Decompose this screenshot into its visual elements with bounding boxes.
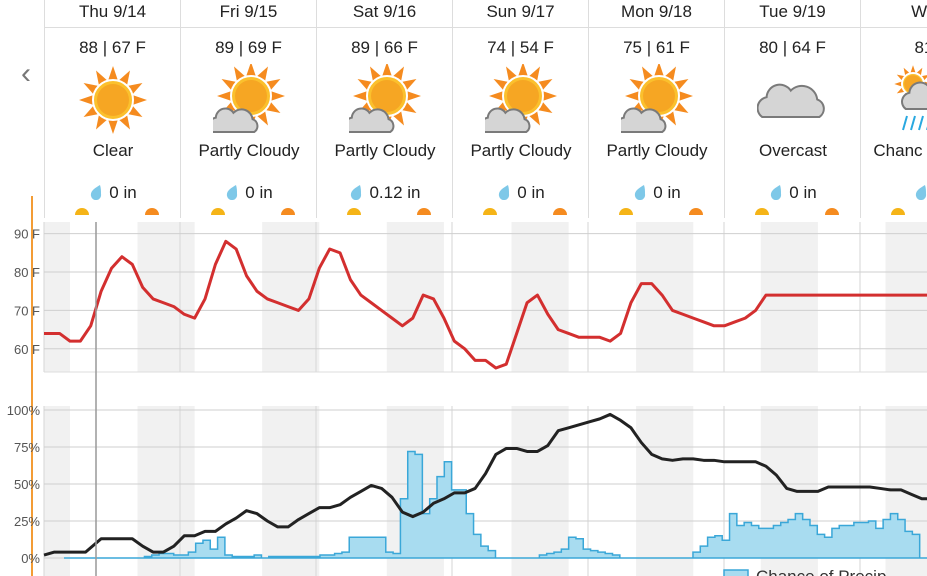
day-card[interactable]: Wed 81 | Chanc Thunde 0: [860, 0, 927, 218]
legend-label: Chance of Precip: [756, 567, 886, 576]
day-label: Sun 9/17: [453, 0, 588, 28]
thunderstorm-icon: [893, 64, 927, 136]
raindrop-icon: [914, 184, 927, 201]
partly-cloudy-icon: [480, 62, 557, 136]
raindrop-icon: [225, 184, 239, 201]
raindrop-icon: [497, 184, 511, 201]
sunrise-icon: [891, 208, 905, 215]
night-band: [44, 222, 70, 372]
sunrise-icon: [211, 208, 225, 215]
precip-amount: 0 in: [725, 183, 861, 203]
condition-label: Overcast: [758, 141, 828, 160]
y-tick-label: 70 F: [14, 303, 40, 318]
partly-cloudy-icon: [208, 62, 285, 136]
sunrise-icon: [619, 208, 633, 215]
y-tick-label: 25%: [14, 514, 40, 529]
condition-label: Partly Cloudy: [334, 141, 436, 160]
temperature-line: [44, 239, 927, 370]
night-band: [636, 406, 694, 576]
sunset-icon: [281, 208, 295, 215]
night-band: [137, 222, 195, 372]
high-low-temps: 89 | 66 F: [351, 38, 418, 57]
current-time-marker: [31, 196, 33, 576]
night-band: [885, 222, 927, 372]
precip-value: 0 in: [245, 183, 273, 202]
sunset-icon: [825, 208, 839, 215]
precip-amount: 0 in: [45, 183, 181, 203]
precip-value: 0 in: [109, 183, 137, 202]
hourly-charts: 90 F 80 F 70 F 60 F 100% 75% 50% 25% 0% Chance of…: [7, 222, 927, 576]
night-band: [262, 406, 320, 576]
sunrise-icon: [755, 208, 769, 215]
day-label: Thu 9/14: [45, 0, 180, 28]
night-band: [511, 406, 569, 576]
day-card[interactable]: Tue 9/19 80 | 64 F Overcast 0 in: [724, 0, 860, 218]
daily-forecast-strip: Thu 9/14 88 | 67 F Clear 0 in Fri 9/15 8…: [44, 0, 927, 218]
high-low-temps: 81 |: [914, 38, 927, 57]
day-label: Sat 9/16: [317, 0, 452, 28]
y-tick-label: 80 F: [14, 265, 40, 280]
condition-label: Partly Cloudy: [198, 141, 300, 160]
raindrop-icon: [769, 184, 783, 201]
high-low-temps: 88 | 67 F: [79, 38, 146, 57]
precip-amount: 0 in: [453, 183, 589, 203]
high-low-temps: 74 | 54 F: [487, 38, 554, 57]
sunset-icon: [145, 208, 159, 215]
day-card[interactable]: Sat 9/16 89 | 66 F Partly Cloudy 0.12 in: [316, 0, 452, 218]
precip-value: 0 in: [517, 183, 545, 202]
condition-label: Partly Cloudy: [470, 141, 572, 160]
night-band: [760, 222, 818, 372]
raindrop-icon: [633, 184, 647, 201]
sun-icon: [77, 64, 149, 136]
day-label: Tue 9/19: [725, 0, 860, 28]
sunset-icon: [553, 208, 567, 215]
day-card[interactable]: Sun 9/17 74 | 54 F Partly Cloudy 0 in: [452, 0, 588, 218]
day-card[interactable]: Thu 9/14 88 | 67 F Clear 0 in: [44, 0, 180, 218]
y-tick-label: 60 F: [14, 342, 40, 357]
day-label: Fri 9/15: [181, 0, 316, 28]
night-band: [386, 222, 444, 372]
precip-amount: 0: [861, 183, 927, 203]
sunrise-icon: [483, 208, 497, 215]
condition-label: Clear: [92, 141, 134, 160]
precip-value: 0 in: [653, 183, 681, 202]
day-card[interactable]: Fri 9/15 89 | 69 F Partly Cloudy 0 in: [180, 0, 316, 218]
precip-amount: 0 in: [589, 183, 725, 203]
legend-swatch: [723, 569, 749, 576]
y-tick-label: 100%: [7, 403, 41, 418]
precip-probability-line: [43, 412, 927, 557]
precip-amount: 0.12 in: [317, 183, 453, 203]
precip-value: 0.12 in: [369, 183, 421, 202]
night-band: [44, 406, 70, 576]
sunrise-icon: [75, 208, 89, 215]
high-low-temps: 89 | 69 F: [215, 38, 282, 57]
raindrop-icon: [89, 184, 103, 201]
y-tick-label: 50%: [14, 477, 40, 492]
day-label: Mon 9/18: [589, 0, 724, 28]
previous-day-button[interactable]: ‹: [8, 52, 44, 96]
partly-cloudy-icon: [344, 62, 421, 136]
day-card[interactable]: Mon 9/18 75 | 61 F Partly Cloudy 0 in: [588, 0, 724, 218]
chance-of-precip-area: [64, 450, 927, 559]
high-low-temps: 80 | 64 F: [759, 38, 826, 57]
day-label: Wed: [861, 0, 927, 28]
partly-cloudy-icon: [616, 62, 693, 136]
condition-label: Partly Cloudy: [606, 141, 708, 160]
raindrop-icon: [349, 184, 363, 201]
cloud-icon: [756, 64, 829, 136]
y-tick-label: 0%: [21, 551, 40, 566]
sunset-icon: [689, 208, 703, 215]
y-tick-label: 90 F: [14, 227, 40, 242]
y-tick-label: 75%: [14, 440, 40, 455]
precip-value: 0 in: [789, 183, 817, 202]
precip-amount: 0 in: [181, 183, 317, 203]
chevron-left-icon: ‹: [21, 57, 31, 90]
sunrise-icon: [347, 208, 361, 215]
sunset-icon: [417, 208, 431, 215]
high-low-temps: 75 | 61 F: [623, 38, 690, 57]
condition-label: Chanc Thunde: [873, 141, 927, 160]
